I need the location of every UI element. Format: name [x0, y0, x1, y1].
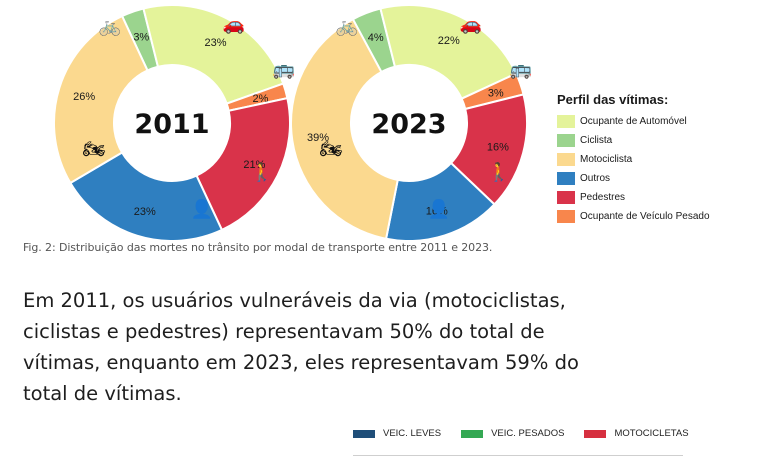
chart-year-title: 2023: [371, 109, 446, 140]
bicycle-icon: 🚲: [99, 16, 121, 37]
pedestrian-icon: 🚶: [488, 161, 510, 183]
legend-swatch: [557, 210, 575, 223]
legend-item-motociclista: Motociclista: [557, 150, 757, 169]
slice-percent-label: 4%: [368, 32, 384, 44]
legend-label: Pedestres: [580, 192, 626, 203]
car-icon: 🚗: [460, 14, 482, 35]
donut-charts: 3% 23% 2% 21% 23% 26% 2011 🚲 🚗 🚌 🚶 👤 🏍 4% 22% 3% 16% 16% 3…: [53, 4, 532, 240]
motorcycle-icon: 🏍: [320, 139, 343, 160]
donut-slice: [53, 14, 149, 185]
legend-swatch: [557, 115, 575, 128]
driver-icon: 👤: [428, 198, 450, 220]
bottom-legend-swatch: [353, 429, 375, 438]
legend-item-outros: Outros: [557, 169, 757, 188]
bottom-legend-label: VEIC. LEVES: [383, 428, 442, 439]
legend-item-automovel: Ocupante de Automóvel: [557, 112, 757, 131]
slice-percent-label: 3%: [133, 31, 149, 43]
chart-year-title: 2011: [134, 109, 209, 140]
legend-label: Ocupante de Veículo Pesado: [580, 211, 710, 222]
paragraph-line: ciclistas e pedestres) representavam 50%…: [23, 320, 545, 343]
legend-item-veiculo-pesado: Ocupante de Veículo Pesado: [557, 207, 757, 226]
figure-caption: Fig. 2: Distribuição das mortes no trâns…: [23, 241, 493, 254]
donut-slice: [142, 4, 285, 105]
bottom-legend: VEIC. LEVES VEIC. PESADOS MOTOCICLETAS: [353, 428, 709, 439]
legend-label: Outros: [580, 173, 611, 184]
legend-swatch: [557, 172, 575, 185]
slice-percent-label: 23%: [205, 37, 227, 49]
bottom-legend-label: VEIC. PESADOS: [491, 428, 565, 439]
legend-label: Ciclista: [580, 135, 613, 146]
legend-label: Motociclista: [580, 154, 633, 165]
legend-title: Perfil das vítimas:: [557, 92, 669, 107]
legend-item-ciclista: Ciclista: [557, 131, 757, 150]
bottom-divider: [353, 455, 683, 456]
bottom-legend-swatch: [461, 429, 484, 438]
slice-percent-label: 2%: [253, 93, 269, 105]
slice-percent-label: 39%: [307, 132, 329, 144]
donut-slice: [290, 17, 399, 240]
motorcycle-icon: 🏍: [83, 139, 106, 160]
pedestrian-icon: 🚶: [251, 161, 273, 183]
slice-percent-label: 16%: [487, 142, 509, 154]
legend-label: Ocupante de Automóvel: [580, 116, 687, 127]
slice-percent-label: 23%: [134, 206, 156, 218]
slice-percent-label: 26%: [73, 91, 95, 103]
chart-legend: Perfil das vítimas: Ocupante de Automóve…: [557, 92, 757, 226]
slice-percent-label: 22%: [438, 35, 460, 47]
slice-percent-label: 3%: [488, 87, 504, 99]
bottom-legend-label: MOTOCICLETAS: [614, 428, 689, 439]
legend-swatch: [557, 191, 575, 204]
bicycle-icon: 🚲: [336, 16, 358, 37]
slice-percent-label: 16%: [426, 206, 448, 218]
donut-slice: [379, 4, 518, 100]
paragraph-line: total de vítimas.: [23, 382, 182, 405]
body-paragraph: Em 2011, os usuários vulneráveis da via …: [23, 285, 723, 409]
bus-icon: 🚌: [510, 59, 532, 80]
driver-icon: 👤: [191, 198, 213, 220]
slice-percent-label: 21%: [243, 159, 265, 171]
bottom-legend-item: MOTOCICLETAS: [584, 428, 689, 439]
donut-slice: [68, 151, 224, 240]
car-icon: 🚗: [223, 14, 245, 35]
legend-item-pedestres: Pedestres: [557, 188, 757, 207]
bus-icon: 🚌: [273, 59, 295, 80]
paragraph-line: vítimas, enquanto em 2023, eles represen…: [23, 351, 579, 374]
bottom-legend-item: VEIC. PESADOS: [461, 428, 564, 439]
bottom-legend-item: VEIC. LEVES: [353, 428, 441, 439]
legend-swatch: [557, 134, 575, 147]
donut-slice: [195, 96, 291, 232]
paragraph-line: Em 2011, os usuários vulneráveis da via …: [23, 289, 566, 312]
legend-swatch: [557, 153, 575, 166]
bottom-legend-swatch: [584, 429, 607, 438]
